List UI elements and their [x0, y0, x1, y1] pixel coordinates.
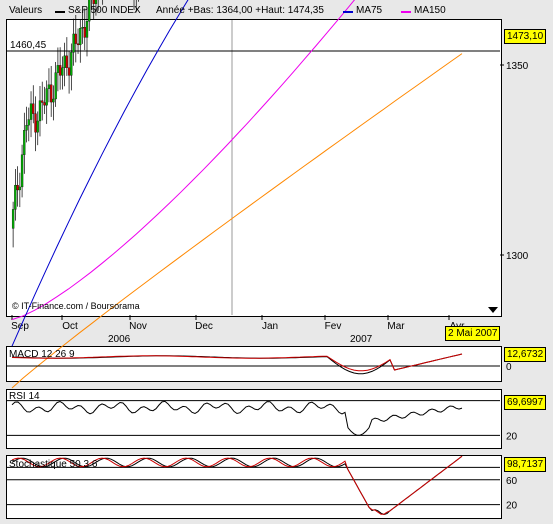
- instrument-legend-swatch: [55, 11, 65, 13]
- stoch-title: Stochastique 50 3 6: [9, 459, 98, 470]
- candle-up: [38, 100, 42, 122]
- stoch-value-badge: 98,7137: [504, 457, 547, 472]
- ma150-legend-swatch: [401, 11, 411, 13]
- year-range-label: Année +Bas: 1364,00 +Haut: 1474,35: [156, 5, 324, 16]
- candle-up: [88, 0, 91, 22]
- candle-down: [74, 33, 77, 44]
- rsi-tick-20: 20: [506, 431, 518, 442]
- candle-up: [94, 0, 98, 4]
- candle-down: [92, 0, 95, 4]
- stoch-k-line: [11, 455, 463, 516]
- instrument-label: S&P 500 INDEX: [68, 5, 141, 16]
- month-label-jan: Jan: [262, 321, 278, 332]
- rsi-panel: [6, 389, 502, 449]
- ma75-label: MA75: [356, 5, 383, 16]
- month-label-nov: Nov: [129, 321, 147, 332]
- macd-line: [11, 353, 463, 375]
- macd-tick-0: 0: [506, 362, 512, 373]
- trend-line: [11, 53, 463, 389]
- year-label-2007: 2007: [350, 334, 373, 345]
- ma150-line: [11, 0, 356, 321]
- scroll-down-icon[interactable]: [488, 307, 498, 313]
- rsi-title: RSI 14: [9, 391, 40, 402]
- macd-signal-line: [11, 353, 463, 372]
- candle-up: [72, 33, 75, 53]
- candle-up: [54, 72, 57, 100]
- candle-up: [79, 28, 82, 46]
- candle-up: [81, 26, 84, 29]
- year-label-2006: 2006: [108, 334, 131, 345]
- candle-up: [61, 67, 64, 76]
- month-label-oct: Oct: [62, 321, 78, 332]
- candle-down: [76, 43, 80, 46]
- y-tick-label-1300: 1300: [506, 251, 529, 262]
- month-label-dec: Dec: [195, 321, 213, 332]
- candle-up: [45, 88, 48, 106]
- macd-title: MACD 12 26 9: [9, 349, 75, 360]
- last-price-badge: 1473,10: [504, 29, 547, 44]
- candle-up: [25, 125, 28, 131]
- candle-down: [32, 103, 35, 114]
- ma75-line: [11, 0, 189, 347]
- ref-line-label: 1460,45: [10, 40, 47, 51]
- rsi-line: [11, 400, 463, 436]
- candle-up: [23, 130, 26, 155]
- candle-up: [36, 120, 39, 133]
- candle-up: [56, 65, 60, 73]
- candle-up: [29, 103, 33, 120]
- header-values-label: Valeurs: [9, 5, 43, 16]
- candle-down: [65, 55, 69, 68]
- candle-up: [27, 119, 30, 126]
- candle-up: [63, 55, 66, 68]
- candle-down: [43, 102, 46, 106]
- ma150-label: MA150: [414, 5, 446, 16]
- candle-up: [47, 84, 51, 89]
- candle-down: [58, 65, 62, 76]
- candle-up: [70, 52, 73, 76]
- candle-down: [67, 67, 71, 76]
- credit-label: © IT-Finance.com / Boursorama: [12, 301, 140, 311]
- candle-down: [41, 100, 44, 103]
- candle-up: [11, 209, 15, 229]
- ma75-legend-swatch: [343, 11, 353, 13]
- candle-up: [52, 98, 55, 103]
- rsi-value-badge: 69,6997: [504, 395, 547, 410]
- candle-up: [85, 21, 89, 38]
- stoch-tick-60: 60: [506, 476, 518, 487]
- price-panel: [6, 19, 502, 317]
- candle-down: [34, 113, 37, 133]
- candle-down: [83, 26, 86, 38]
- macd-value-badge: 12,6732: [504, 347, 547, 362]
- candle-down: [50, 84, 53, 103]
- candle-up: [20, 154, 24, 188]
- candle-down: [16, 184, 19, 191]
- month-label-mar: Mar: [387, 321, 405, 332]
- stoch-d-line: [11, 455, 463, 515]
- candle-up: [14, 184, 17, 210]
- date-badge: 2 Mai 2007: [445, 326, 501, 341]
- stoch-tick-20: 20: [506, 501, 518, 512]
- month-label-fev: Fev: [325, 321, 342, 332]
- y-tick-label-1350: 1350: [506, 61, 529, 72]
- candle-up: [18, 186, 21, 191]
